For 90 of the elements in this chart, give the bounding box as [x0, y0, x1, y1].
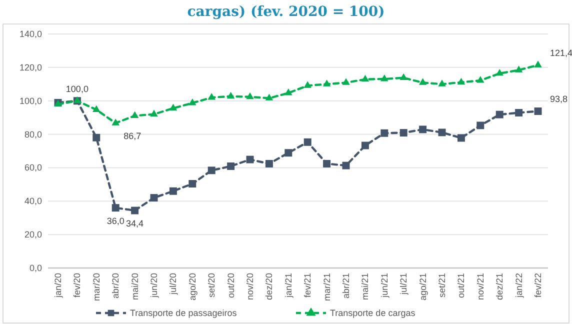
y-tick-label: 0,0: [29, 263, 42, 273]
point: [361, 142, 369, 150]
x-tick-label: jan/22: [514, 273, 524, 299]
point: [322, 80, 331, 86]
x-tick-label: nov/21: [475, 273, 486, 300]
point: [246, 92, 254, 100]
point: [246, 156, 254, 164]
point: [208, 93, 216, 100]
point: [534, 107, 542, 115]
point: [534, 60, 542, 68]
y-tick-label: 140,0: [19, 29, 42, 39]
point: [380, 74, 388, 82]
point: [342, 78, 350, 85]
point: [169, 104, 178, 110]
point: [265, 94, 274, 100]
x-tick-label: jan/20: [53, 273, 63, 299]
legend-label: Transporte de passageiros: [130, 308, 238, 318]
point: [323, 160, 331, 168]
point: [150, 110, 158, 116]
point: [284, 88, 292, 96]
point: [476, 76, 484, 83]
x-tick-label: ago/21: [418, 273, 428, 301]
data-label: 36,0: [106, 216, 124, 226]
point: [400, 73, 408, 80]
x-tick-label: set/20: [206, 273, 217, 298]
point: [227, 162, 235, 170]
point: [400, 129, 408, 137]
point: [438, 128, 446, 136]
point: [457, 134, 465, 142]
x-tick-label: mai/21: [360, 273, 370, 300]
x-tick-label: jul/21: [398, 273, 409, 296]
chart-title: cargas) (fev. 2020 = 100): [187, 4, 385, 20]
x-tick-label: ago/20: [187, 273, 198, 301]
y-tick-label: 40,0: [24, 196, 42, 206]
point: [514, 66, 523, 72]
point: [419, 126, 427, 134]
x-tick-label: mar/20: [91, 273, 102, 302]
point: [496, 110, 504, 118]
x-tick-label: jun/20: [149, 273, 159, 299]
point: [112, 118, 120, 126]
point: [361, 74, 370, 82]
point: [92, 134, 100, 142]
y-tick-label: 60,0: [24, 162, 42, 173]
point: [150, 194, 158, 202]
point: [418, 78, 427, 85]
point: [169, 187, 177, 195]
data-label: 86,7: [124, 131, 142, 142]
point: [496, 68, 504, 76]
x-tick-label: dez/20: [264, 273, 274, 300]
point: [226, 92, 235, 99]
data-label: 34,4: [126, 218, 144, 229]
point: [342, 162, 350, 170]
x-tick-label: fev/20: [72, 273, 82, 298]
x-tick-label: fev/22: [533, 273, 543, 298]
point: [112, 204, 120, 212]
point: [457, 78, 466, 85]
point: [92, 105, 100, 112]
point: [188, 180, 196, 188]
point: [131, 206, 139, 214]
point: [304, 81, 312, 88]
point: [380, 129, 388, 137]
x-tick-label: abr/20: [110, 273, 121, 299]
data-label: 121,4: [550, 48, 572, 58]
data-label: 100,0: [66, 84, 88, 94]
y-tick-label: 80,0: [24, 129, 42, 140]
x-tick-label: mai/20: [130, 273, 140, 300]
point: [265, 160, 273, 168]
x-tick-label: dez/21: [494, 273, 505, 300]
legend-label: Transporte de cargas: [330, 308, 416, 318]
x-tick-label: nov/20: [245, 273, 255, 300]
y-tick-label: 120,0: [19, 62, 42, 72]
point: [284, 149, 292, 157]
x-tick-label: jul/20: [168, 273, 178, 296]
x-tick-label: mar/21: [322, 273, 332, 302]
x-tick-label: jun/21: [379, 273, 390, 299]
x-tick-label: abr/21: [341, 273, 351, 299]
point: [304, 138, 312, 146]
point: [476, 122, 484, 130]
x-tick-label: set/21: [437, 273, 447, 298]
x-tick-label: fev/21: [302, 273, 313, 298]
data-label: 93,8: [550, 94, 568, 104]
point: [208, 166, 216, 174]
x-tick-label: out/20: [226, 273, 236, 298]
point: [515, 108, 523, 116]
point: [188, 98, 196, 106]
point: [438, 80, 446, 86]
y-tick-label: 100,0: [19, 96, 42, 106]
y-tick-label: 20,0: [24, 230, 42, 240]
x-tick-label: jan/21: [283, 273, 294, 299]
x-tick-label: out/21: [456, 273, 466, 298]
